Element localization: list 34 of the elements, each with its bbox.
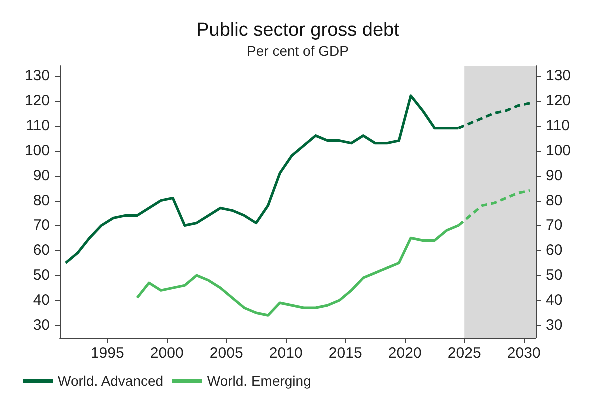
x-tick-label: 2000 bbox=[150, 345, 184, 362]
x-tick-label: 2015 bbox=[328, 345, 362, 362]
y-tick-label: 130 bbox=[24, 67, 50, 84]
y2-tick-label: 70 bbox=[546, 217, 563, 234]
legend-label: World. Emerging bbox=[207, 373, 312, 389]
x-tick-label: 2020 bbox=[388, 345, 422, 362]
y-tick-label: 90 bbox=[33, 167, 50, 184]
y2-tick-label: 110 bbox=[546, 117, 570, 134]
x-tick-label: 1995 bbox=[90, 345, 124, 362]
y2-tick-label: 50 bbox=[546, 267, 563, 284]
y-tick-label: 40 bbox=[33, 292, 50, 310]
chart-subtitle: Per cent of GDP bbox=[247, 43, 349, 59]
x-tick-label: 2025 bbox=[448, 345, 482, 362]
y-tick-label: 120 bbox=[24, 92, 50, 110]
legend-label: World. Advanced bbox=[58, 373, 164, 389]
y-tick-label: 100 bbox=[24, 142, 50, 160]
y-tick-label: 60 bbox=[33, 242, 50, 260]
y2-tick-label: 80 bbox=[546, 192, 563, 210]
y2-tick-label: 30 bbox=[546, 317, 563, 334]
y-tick-label: 70 bbox=[33, 217, 50, 234]
y2-tick-label: 120 bbox=[546, 92, 572, 110]
x-tick-label: 2010 bbox=[269, 345, 303, 362]
y-tick-label: 30 bbox=[33, 317, 50, 334]
x-tick-label: 2030 bbox=[507, 345, 541, 362]
y2-tick-label: 90 bbox=[546, 167, 563, 184]
y2-tick-label: 60 bbox=[546, 242, 563, 260]
y2-tick-label: 40 bbox=[546, 292, 563, 310]
y-tick-label: 50 bbox=[33, 267, 50, 284]
y2-tick-label: 130 bbox=[546, 67, 572, 84]
y-tick-label: 80 bbox=[33, 192, 50, 210]
y-tick-label: 110 bbox=[26, 117, 50, 134]
x-tick-label: 2005 bbox=[210, 345, 244, 362]
y2-tick-label: 100 bbox=[546, 142, 572, 160]
chart-title: Public sector gross debt bbox=[196, 20, 400, 41]
